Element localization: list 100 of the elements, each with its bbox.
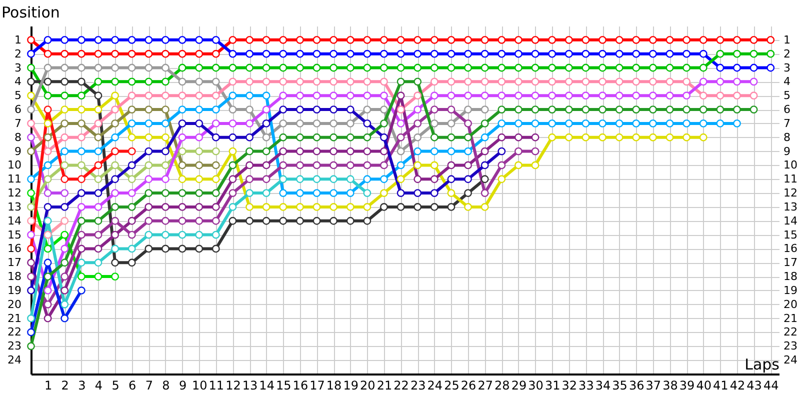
x-tick-label: 36 <box>628 378 644 392</box>
point <box>396 175 405 184</box>
point <box>111 175 119 184</box>
y-tick-label: 19 <box>8 284 22 297</box>
point <box>447 92 456 100</box>
x-tick-label: 14 <box>259 378 274 392</box>
point <box>514 92 522 100</box>
x-tick-label: 25 <box>444 378 460 392</box>
x-tick-label: 37 <box>646 378 662 392</box>
x-tick-label: 41 <box>713 378 728 392</box>
x-tick-label: 35 <box>612 378 628 392</box>
point <box>246 133 254 142</box>
point <box>178 216 186 225</box>
point <box>464 147 472 156</box>
point <box>380 78 388 86</box>
point <box>346 106 354 114</box>
point <box>77 119 86 128</box>
point <box>144 203 153 211</box>
point <box>750 36 758 44</box>
point <box>582 119 590 128</box>
point <box>262 189 270 197</box>
point <box>262 50 270 58</box>
y2-tick-label: 12 <box>784 186 798 200</box>
point <box>111 230 119 239</box>
point <box>128 92 136 100</box>
point <box>498 50 506 58</box>
point <box>44 314 52 322</box>
point <box>27 203 35 211</box>
point <box>144 230 153 239</box>
point <box>666 106 674 114</box>
y-axis-title: Position <box>2 4 60 22</box>
point <box>178 50 186 58</box>
point <box>162 161 170 170</box>
point <box>531 106 540 114</box>
point <box>733 92 741 100</box>
point <box>162 119 170 128</box>
point <box>312 119 321 128</box>
point <box>346 133 354 142</box>
point <box>312 64 321 72</box>
point <box>162 216 170 225</box>
point <box>128 50 136 58</box>
point <box>77 203 86 211</box>
point <box>212 161 220 170</box>
point <box>212 106 220 114</box>
point <box>564 92 573 100</box>
point <box>228 175 237 184</box>
point <box>296 189 304 197</box>
point <box>564 50 573 58</box>
point <box>195 203 204 211</box>
y-tick-label: 17 <box>8 256 22 270</box>
point <box>716 78 724 86</box>
point <box>330 50 338 58</box>
point <box>346 203 354 211</box>
point <box>682 92 691 100</box>
point <box>531 92 540 100</box>
point <box>262 64 270 72</box>
point <box>480 147 489 156</box>
x-tick-label: 20 <box>360 378 376 392</box>
point <box>548 64 556 72</box>
point <box>598 36 606 44</box>
point <box>212 230 220 239</box>
x-tick-label: 42 <box>730 378 746 392</box>
point <box>27 78 35 86</box>
point <box>648 106 657 114</box>
point <box>766 50 775 58</box>
x-tick-label: 24 <box>427 378 443 392</box>
point <box>414 161 422 170</box>
point <box>296 50 304 58</box>
point <box>162 133 170 142</box>
point <box>498 78 506 86</box>
point <box>682 64 691 72</box>
point <box>363 133 372 142</box>
point <box>447 36 456 44</box>
point <box>447 147 456 156</box>
point <box>94 258 102 267</box>
point <box>396 36 405 44</box>
point <box>699 78 708 86</box>
point <box>480 64 489 72</box>
point <box>330 133 338 142</box>
point <box>666 50 674 58</box>
point <box>94 64 102 72</box>
point <box>94 133 102 142</box>
x-tick-label: 17 <box>310 378 325 392</box>
point <box>380 92 388 100</box>
point <box>296 78 304 86</box>
point <box>531 50 540 58</box>
point <box>144 50 153 58</box>
point <box>615 78 624 86</box>
point <box>262 203 270 211</box>
point <box>279 119 288 128</box>
y2-tick-label: 6 <box>784 103 790 116</box>
point <box>195 106 204 114</box>
point <box>94 244 102 253</box>
point <box>212 119 220 128</box>
point <box>279 92 288 100</box>
point <box>77 272 86 281</box>
point <box>480 106 489 114</box>
point <box>228 147 237 156</box>
point <box>262 216 270 225</box>
x-tick-label: 22 <box>394 378 409 392</box>
